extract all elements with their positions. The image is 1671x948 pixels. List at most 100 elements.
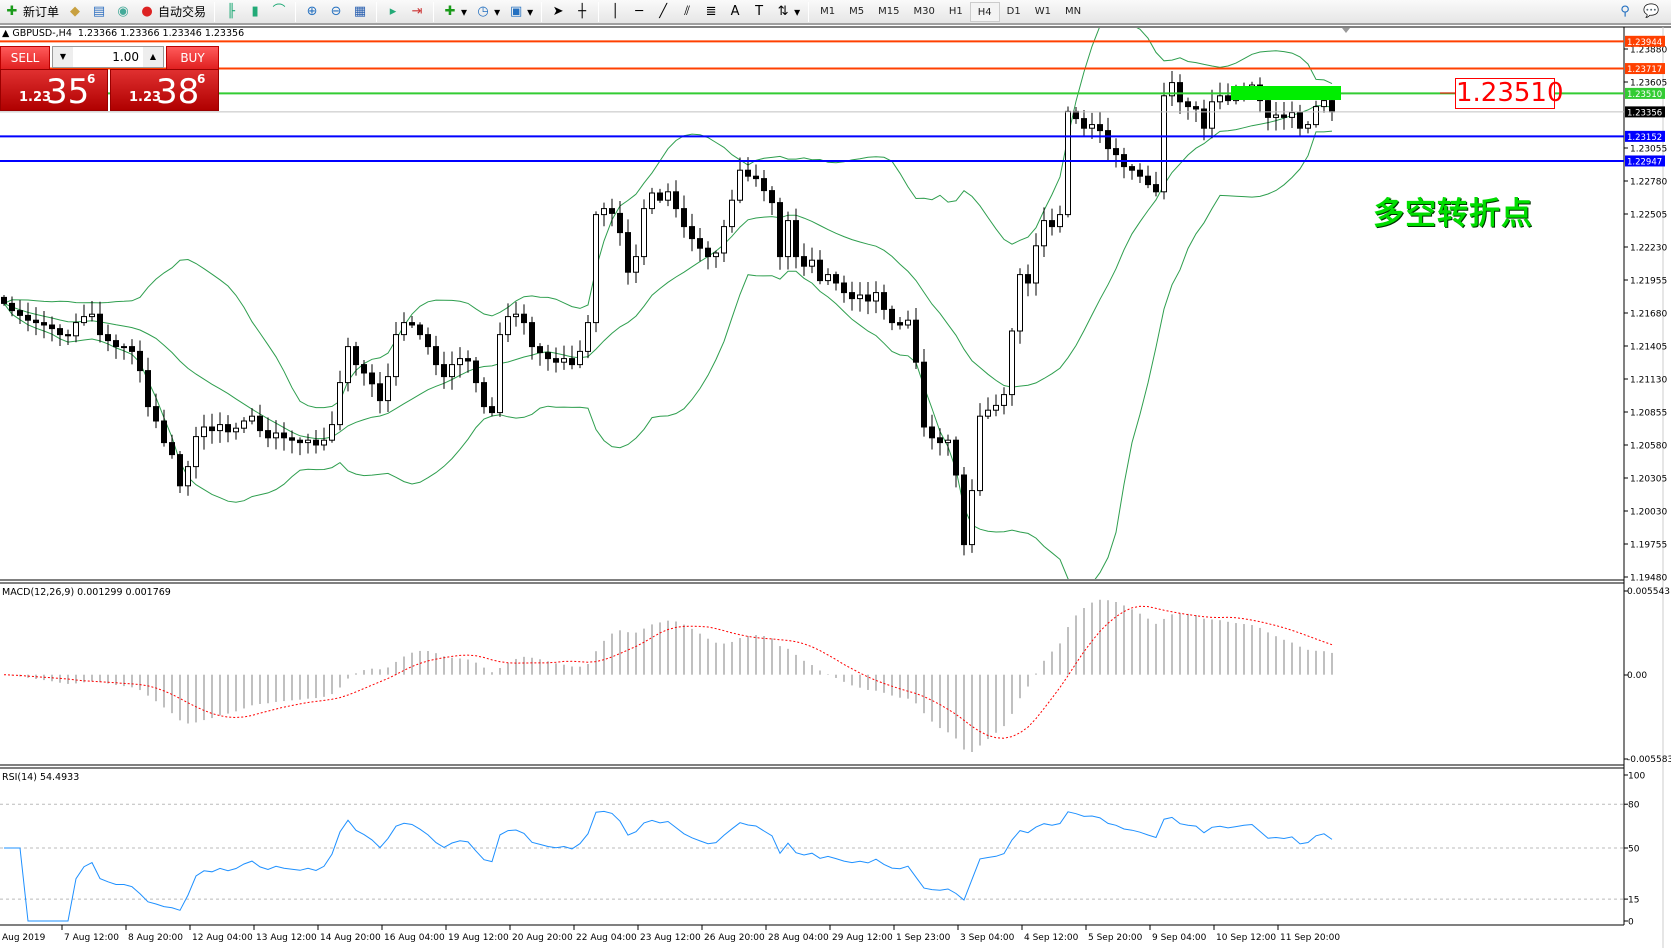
bear-candle <box>105 334 111 342</box>
auto-trading-button[interactable]: ● 自动交易 <box>135 1 210 23</box>
lot-input[interactable]: 1.00 <box>112 50 139 64</box>
bull-candle <box>305 439 311 444</box>
cursor-button[interactable]: ➤ <box>546 1 570 23</box>
crosshair-button[interactable]: ┼ <box>570 1 594 23</box>
lot-decrease-button[interactable]: ▼ <box>53 47 73 67</box>
bear-candle <box>625 232 631 273</box>
price-tick-label: 1.22780 <box>1630 178 1667 188</box>
rsi-tick-label: 50 <box>1628 845 1640 855</box>
turning-point-label[interactable]: 多空转折点 <box>1373 196 1533 232</box>
bull-candle <box>329 424 335 441</box>
arrows-button[interactable]: ⇅ ▾ <box>771 1 804 23</box>
fibonacci-button[interactable]: ≣ <box>699 1 723 23</box>
new-order-button[interactable]: ✚ 新订单 <box>0 1 63 23</box>
arrows-icon: ⇅ <box>777 3 789 19</box>
chart-shift-button[interactable]: ⇥ <box>405 1 429 23</box>
bear-candle <box>1137 169 1143 177</box>
price-level-tag-label: 1.23717 <box>1627 65 1662 75</box>
toolbar-divider <box>541 1 543 22</box>
collapse-triangle-icon[interactable]: ▲ <box>2 28 13 39</box>
zoom-out-button[interactable]: ⊖ <box>324 1 348 23</box>
buy-price-button[interactable]: 1.23 38 6 <box>110 69 219 111</box>
lot-increase-button[interactable]: ▲ <box>143 47 163 67</box>
bear-candle <box>1225 95 1231 102</box>
timeframe-m5[interactable]: M5 <box>849 5 865 17</box>
bear-candle <box>833 274 839 284</box>
bear-candle <box>1081 118 1087 129</box>
price-tick-label: 1.21130 <box>1630 376 1667 386</box>
bear-candle <box>473 360 479 384</box>
sell-price-button[interactable]: 1.23 35 6 <box>0 69 108 111</box>
sell-button[interactable]: SELL <box>0 46 50 70</box>
bull-candle <box>721 226 727 254</box>
auto-scroll-button[interactable]: ▸ <box>381 1 405 23</box>
bar-chart-button[interactable]: ╟ <box>219 1 243 23</box>
timeframe-h1[interactable]: H1 <box>948 5 963 17</box>
time-axis-label: 28 Aug 04:00 <box>768 933 829 943</box>
timeframe-d1[interactable]: D1 <box>1006 5 1021 17</box>
price-annotation-box[interactable]: 1.23510 <box>1455 78 1564 109</box>
bull-candle <box>993 404 999 411</box>
bull-candle <box>273 432 279 439</box>
timeframe-m15[interactable]: M15 <box>878 5 900 17</box>
bull-candle <box>729 199 735 228</box>
text-label-button[interactable]: T <box>747 1 771 23</box>
bull-candle <box>1321 100 1327 108</box>
price-tick-label: 1.19480 <box>1630 574 1667 584</box>
price-level-tag-label: 1.23510 <box>1627 90 1662 100</box>
market-watch-button[interactable]: ◆ <box>63 1 87 23</box>
indicators-button[interactable]: ✚ ▾ <box>438 1 471 23</box>
vertical-line-button[interactable]: │ <box>603 1 627 23</box>
signals-button[interactable]: ◉ <box>111 1 135 23</box>
trendline-button[interactable]: ╱ <box>651 1 675 23</box>
horizontal-line-button[interactable]: ─ <box>627 1 651 23</box>
bull-candle <box>1009 330 1015 396</box>
equidistant-channel-button[interactable]: ⫽ <box>675 1 699 23</box>
bear-candle <box>529 322 535 348</box>
bull-candle <box>785 220 791 258</box>
candlestick-icon: ▮ <box>251 3 259 19</box>
timeframe-h4[interactable]: H4 <box>969 1 1000 22</box>
bull-candle <box>977 415 983 492</box>
buy-price-prefix: 1.23 <box>129 90 162 105</box>
line-chart-button[interactable]: ⌒ <box>267 1 291 23</box>
time-axis-label: 8 Aug 20:00 <box>128 933 183 943</box>
periods-button[interactable]: ◷ ▾ <box>471 1 504 23</box>
timeframe-m30[interactable]: M30 <box>913 5 935 17</box>
bear-candle <box>33 319 39 324</box>
bear-candle <box>881 292 887 310</box>
bear-candle <box>681 208 687 228</box>
timeframe-w1[interactable]: W1 <box>1034 5 1051 17</box>
lot-stepper[interactable]: ▼ 1.00 ▲ <box>52 46 164 68</box>
zoom-in-button[interactable]: ⊕ <box>300 1 324 23</box>
text-button[interactable]: A <box>723 1 747 23</box>
chart-shift-marker-icon <box>1342 28 1350 33</box>
timeframe-m1[interactable]: M1 <box>820 5 836 17</box>
buy-button[interactable]: BUY <box>166 46 219 70</box>
bear-candle <box>657 192 663 201</box>
signal-icon: ◉ <box>117 3 129 19</box>
bear-candle <box>1 296 7 304</box>
toolbar-divider <box>376 1 378 22</box>
bear-candle <box>177 454 183 487</box>
bull-candle <box>1041 220 1047 247</box>
bear-candle <box>9 302 15 312</box>
bear-candle <box>153 406 159 422</box>
search-icon[interactable]: ⚲ <box>1620 3 1630 19</box>
bear-candle <box>913 319 919 363</box>
candlestick-button[interactable]: ▮ <box>243 1 267 23</box>
navigator-button[interactable]: ▤ <box>87 1 111 23</box>
bear-candle <box>1049 220 1055 228</box>
templates-button[interactable]: ▣ ▾ <box>509 3 534 19</box>
bull-candle <box>1209 101 1215 129</box>
bull-candle <box>201 426 207 438</box>
bear-candle <box>841 282 847 294</box>
tile-windows-button[interactable]: ▦ <box>348 1 372 23</box>
bull-candle <box>1217 95 1223 103</box>
bull-candle <box>81 316 87 324</box>
sell-price-big: 35 <box>46 72 90 112</box>
bear-candle <box>409 322 415 326</box>
timeframe-mn[interactable]: MN <box>1064 5 1082 17</box>
chat-icon[interactable]: 💬 <box>1643 3 1660 19</box>
